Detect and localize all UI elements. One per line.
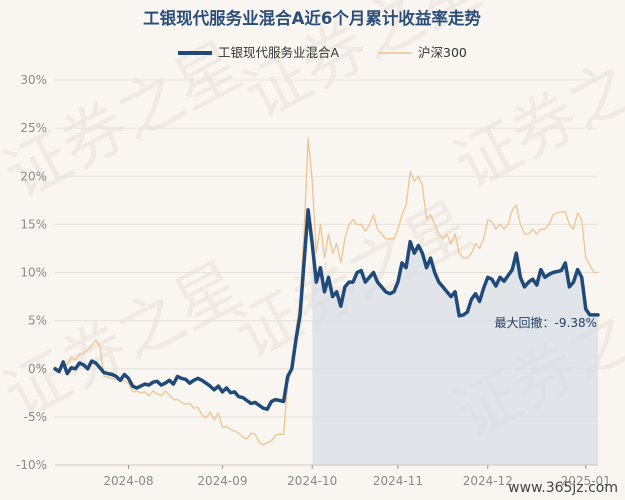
x-axis: 2024-08 2024-09 2024-10 2024-11 2024-12 2025-… [55, 464, 611, 488]
x-tick-label: 2024-11 [373, 474, 423, 488]
x-tick-label: 2025-01 [561, 474, 611, 488]
x-tick-label: 2024-09 [197, 474, 247, 488]
chart-title: 工银现代服务业混合A近6个月累计收益率走势 [143, 8, 481, 28]
y-tick-label: 30% [20, 73, 47, 87]
legend-label-index: 沪深300 [418, 45, 467, 60]
y-tick-label: -10% [16, 458, 47, 472]
y-tick-label: 20% [20, 169, 47, 183]
max-drawdown-label: 最大回撤：-9.38% [495, 315, 597, 330]
series-lines [53, 137, 600, 446]
legend: 工银现代服务业混合A 沪深300 [178, 45, 467, 60]
y-tick-label: 5% [28, 314, 47, 328]
drawdown-area [312, 241, 598, 465]
y-tick-label: 10% [20, 266, 47, 280]
series-line-fund [53, 208, 600, 411]
watermark-url: www.365jz.com [508, 480, 618, 496]
x-tick-label: 2024-10 [287, 474, 337, 488]
x-tick-label: 2024-08 [103, 474, 153, 488]
y-tick-label: 0% [28, 362, 47, 376]
x-tick-label: 2024-12 [463, 474, 513, 488]
drawdown-fill [312, 241, 598, 465]
y-tick-label: 25% [20, 121, 47, 135]
y-axis: -10% -5% 0% 5% 10% 15% 20% 25% 30% [16, 73, 47, 472]
y-tick-label: 15% [20, 217, 47, 231]
y-tick-label: -5% [24, 410, 47, 424]
series-line-index [54, 137, 599, 446]
legend-label-fund: 工银现代服务业混合A [218, 45, 340, 60]
